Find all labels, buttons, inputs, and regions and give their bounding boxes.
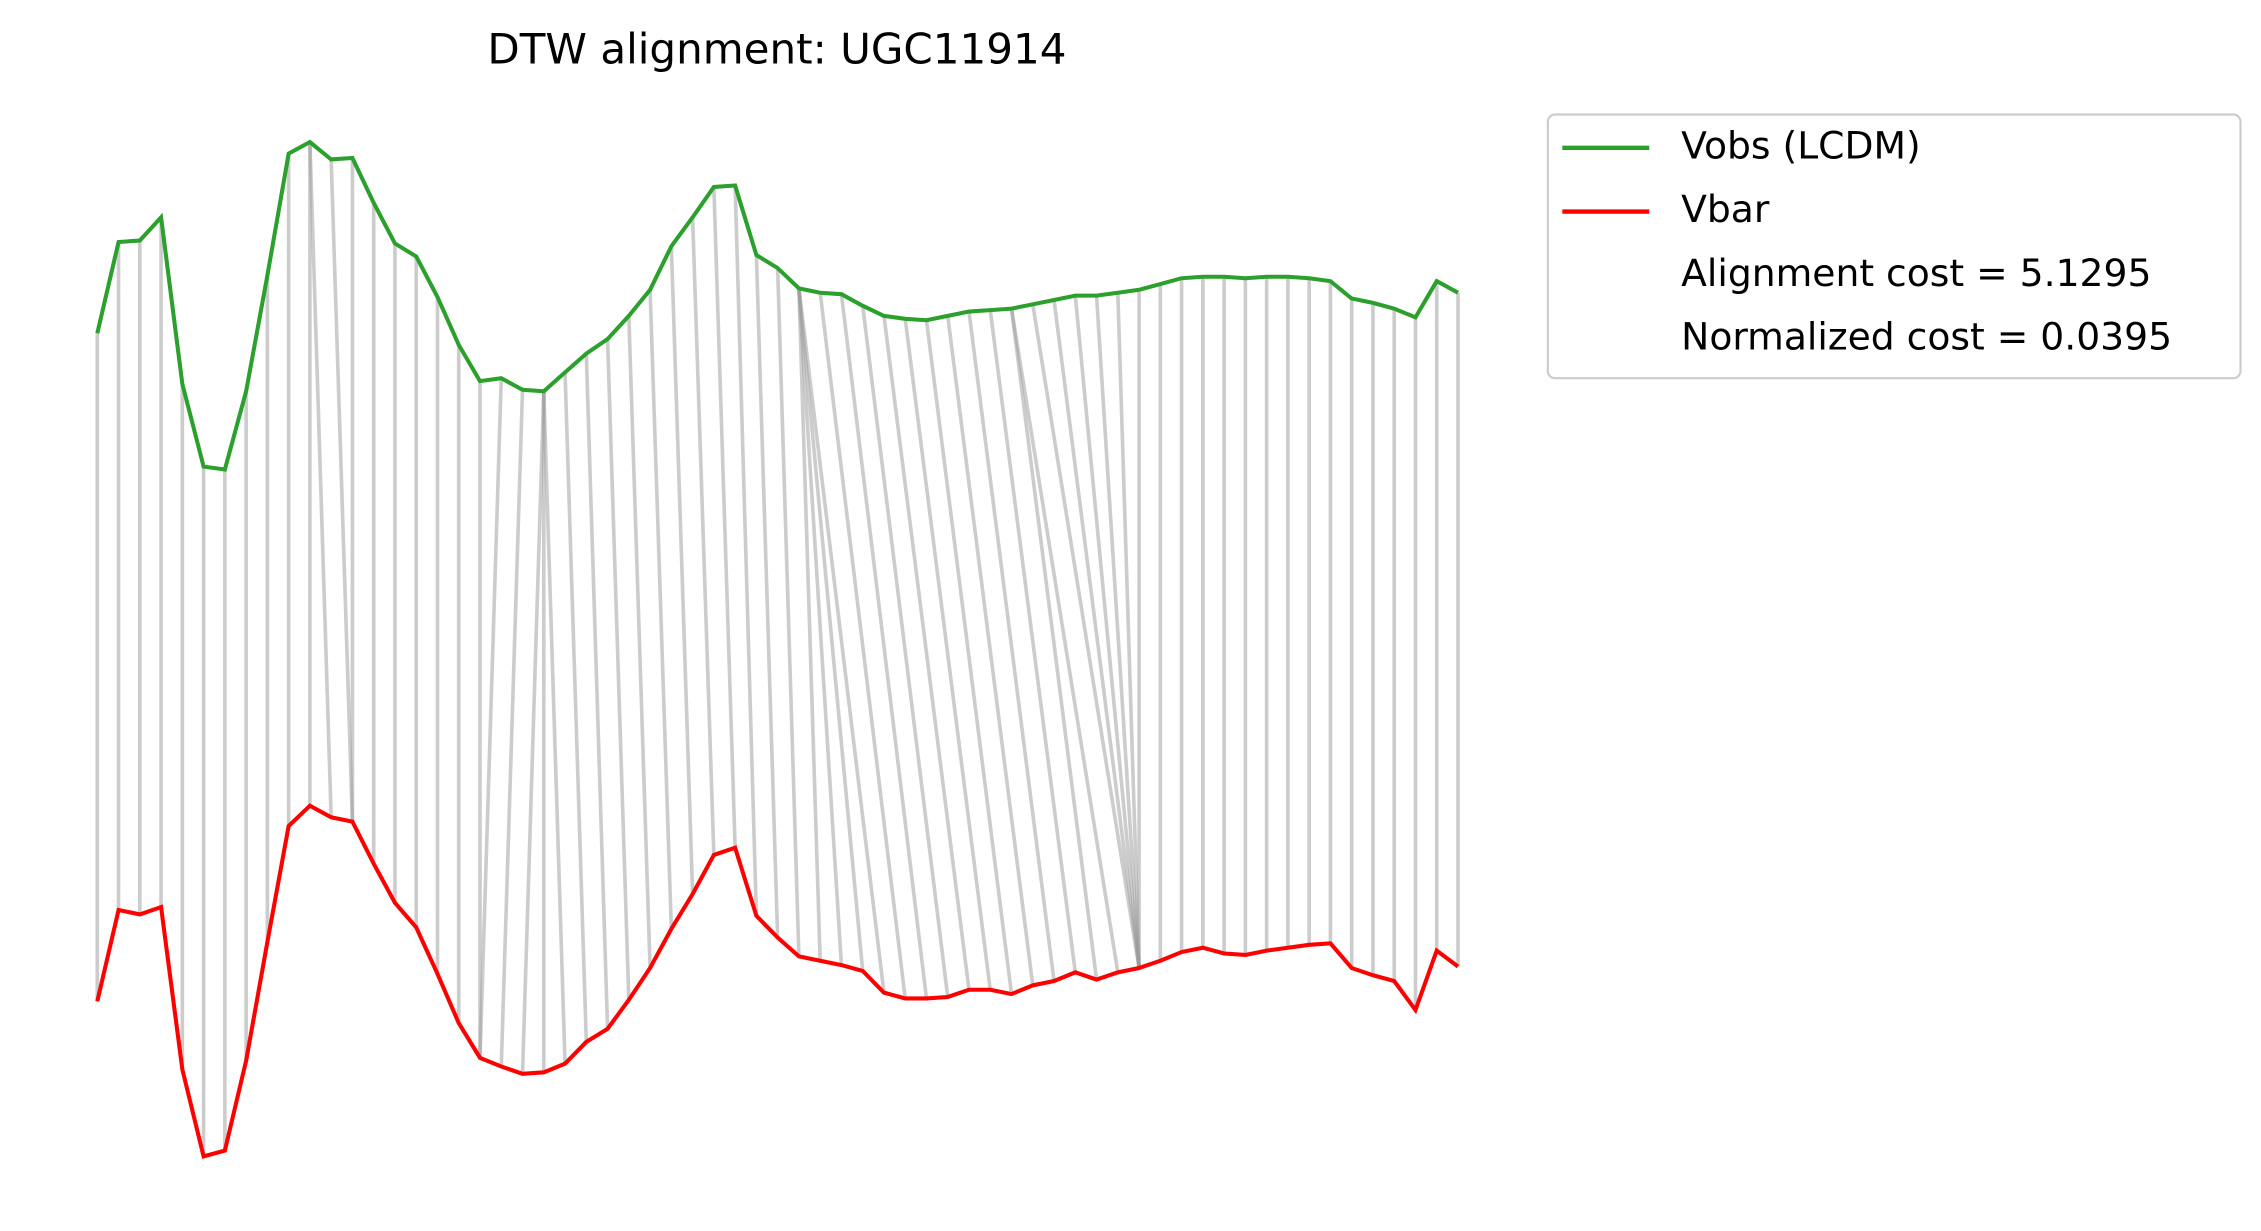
alignment-line (669, 246, 695, 895)
alignment-line (797, 288, 865, 972)
alignment-line (882, 315, 971, 990)
legend-label: Vobs (LCDM) (1681, 123, 1921, 167)
alignment-line (945, 315, 1035, 986)
alignment-line (839, 293, 929, 999)
alignment-line (605, 339, 631, 1000)
alignment-line (1094, 295, 1141, 969)
alignment-line (627, 315, 652, 969)
legend-label: Vbar (1681, 187, 1770, 231)
alignment-line (1073, 295, 1141, 969)
alignment-line (690, 217, 716, 856)
alignment-line (1009, 308, 1099, 980)
alignment-line (563, 372, 589, 1042)
alignment-line (903, 318, 993, 990)
alignment-line (818, 292, 908, 999)
alignment-line (520, 391, 546, 1074)
alignment-line (648, 289, 674, 929)
chart-title: DTW alignment: UGC11914 (487, 25, 1066, 74)
alignment-line (1116, 292, 1141, 969)
alignment-line (1009, 308, 1120, 973)
alignment-line (860, 305, 950, 998)
alignment-line (329, 159, 355, 822)
alignment-line (308, 141, 333, 818)
series-line (95, 803, 1460, 1159)
alignment-line (1052, 299, 1141, 969)
alignment-line (499, 389, 525, 1067)
legend-note: Alignment cost = 5.1295 (1681, 251, 2151, 295)
legend-box (1546, 113, 2242, 380)
alignment-line (541, 391, 567, 1064)
alignment-line (754, 254, 780, 938)
alignment-line (712, 186, 737, 848)
alignment-line (733, 185, 759, 916)
alignment-line (924, 320, 1014, 995)
alignment-line (797, 288, 822, 961)
legend-note: Normalized cost = 0.0395 (1681, 315, 2172, 359)
series-line (95, 139, 1459, 472)
alignment-line (988, 309, 1078, 973)
alignment-line (1030, 304, 1141, 969)
alignment-line (797, 288, 886, 993)
alignment-line (584, 353, 610, 1029)
alignment-line (797, 288, 844, 966)
alignment-line (775, 268, 801, 957)
alignment-line (478, 378, 504, 1058)
alignment-line (967, 311, 1056, 982)
